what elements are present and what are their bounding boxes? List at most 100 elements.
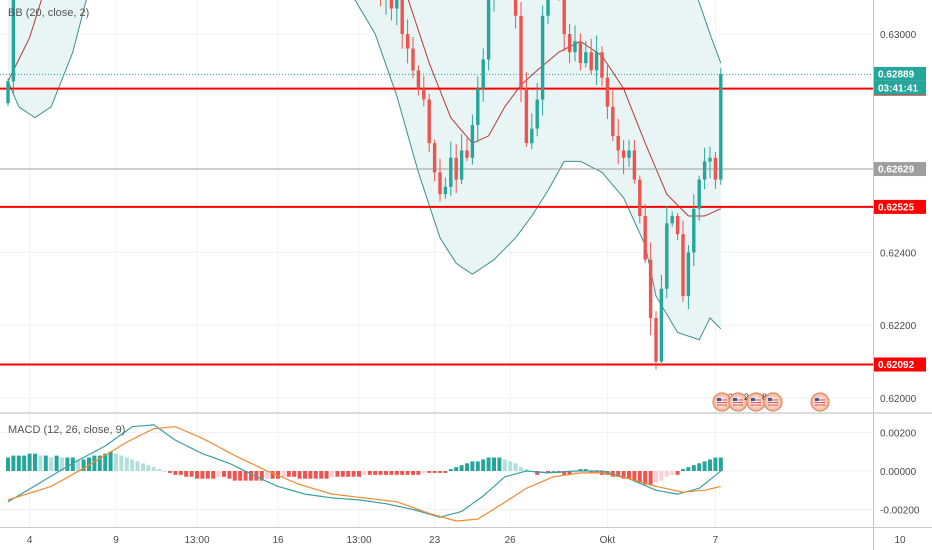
candle[interactable] (513, 0, 518, 29)
candle[interactable] (443, 177, 448, 199)
candle[interactable] (681, 220, 685, 303)
candle[interactable] (540, 5, 545, 116)
candle[interactable] (546, 0, 550, 25)
candle[interactable] (632, 139, 637, 184)
candle[interactable] (416, 65, 421, 96)
time-axis[interactable]: 4 9 13:00 16 13:00 23 26 Okt 7 10 (27, 535, 906, 546)
event-markers[interactable]: 328 (712, 392, 830, 412)
candle[interactable] (11, 0, 16, 95)
candle[interactable] (400, 0, 404, 49)
event-marker-us[interactable]: 2 (728, 392, 749, 412)
candle[interactable] (476, 76, 480, 143)
candle-body (573, 41, 577, 53)
candle-body (438, 172, 442, 195)
candle[interactable] (432, 139, 437, 182)
candle[interactable] (405, 19, 410, 64)
candle[interactable] (670, 211, 674, 227)
candle[interactable] (6, 78, 10, 107)
event-marker-nz[interactable] (763, 392, 783, 412)
candle[interactable] (627, 139, 631, 167)
candle[interactable] (594, 35, 599, 86)
candle[interactable] (562, 0, 566, 52)
candle[interactable] (654, 311, 658, 370)
macd-histogram-bar (254, 471, 259, 481)
badge-label: 0.62092 (878, 360, 915, 371)
candle[interactable] (535, 82, 539, 137)
candle[interactable] (708, 146, 712, 179)
candle-body (589, 52, 593, 71)
event-marker-us[interactable] (810, 392, 830, 412)
candle[interactable] (395, 0, 399, 26)
horizontal-levels[interactable] (0, 0, 873, 366)
candle[interactable] (470, 114, 475, 165)
candle-body (654, 317, 658, 362)
macd-histogram-bar (508, 461, 513, 471)
candle[interactable] (665, 206, 669, 299)
candle[interactable] (384, 0, 387, 15)
candle[interactable] (697, 175, 701, 221)
candle[interactable] (611, 90, 615, 141)
candle[interactable] (659, 274, 664, 367)
candle-body (513, 0, 518, 16)
macd-histogram-bar (340, 471, 345, 477)
badge-label: 0.62889 (878, 69, 915, 80)
candle[interactable] (422, 75, 426, 107)
candle[interactable] (600, 46, 604, 87)
price-axis[interactable]: 0.646000.644000.642000.640000.638000.634… (880, 0, 917, 405)
candle-body (670, 216, 674, 224)
macd-histogram-bar (27, 453, 32, 471)
macd-indicator-title[interactable]: MACD (12, 26, close, 9) (8, 424, 125, 436)
macd-histogram-bar (664, 471, 669, 477)
candle-body (643, 216, 647, 260)
macd-histogram-bar (43, 455, 48, 471)
macd-histogram-bar (81, 459, 86, 471)
candle-body (611, 106, 615, 136)
candle[interactable] (519, 1, 523, 103)
macd-axis[interactable]: 0.00200 0.00000 -0.00200 (880, 429, 920, 517)
candle[interactable] (675, 213, 680, 241)
candle[interactable] (605, 65, 610, 120)
candle[interactable] (438, 158, 442, 202)
candle[interactable] (616, 118, 620, 165)
candles[interactable] (6, 0, 723, 370)
macd-histogram-bar (286, 471, 291, 477)
candle[interactable] (686, 245, 691, 309)
bb-indicator-title[interactable]: BB (20, close, 2) (8, 7, 89, 19)
macd-histogram-bar (492, 457, 496, 471)
macd-histogram-bar (211, 471, 216, 479)
candle[interactable] (589, 38, 593, 75)
candle[interactable] (389, 0, 394, 21)
candle[interactable] (459, 134, 464, 185)
candle-body (692, 208, 696, 253)
macd-panel[interactable] (6, 424, 723, 522)
candle[interactable] (643, 204, 647, 264)
candle[interactable] (573, 25, 577, 62)
candle[interactable] (411, 36, 415, 79)
candle[interactable] (530, 113, 534, 150)
candle[interactable] (584, 40, 588, 68)
candle[interactable] (719, 67, 723, 185)
macd-histogram-bar (330, 471, 334, 477)
candle[interactable] (692, 194, 696, 266)
candle[interactable] (454, 144, 458, 194)
candle[interactable] (465, 138, 469, 162)
candle-body (567, 34, 572, 53)
candle[interactable] (713, 152, 718, 189)
macd-histogram-bar (195, 471, 199, 479)
macd-histogram-bar (394, 471, 399, 475)
candle[interactable] (524, 72, 529, 147)
macd-histogram-bar (421, 471, 426, 473)
candle[interactable] (486, 0, 491, 71)
macd-histogram-bar (38, 455, 43, 471)
badge-label: 03:41:41 (878, 83, 918, 94)
candle[interactable] (567, 23, 572, 64)
candle[interactable] (702, 147, 707, 190)
candle[interactable] (449, 141, 453, 196)
candle[interactable] (427, 93, 431, 153)
candle[interactable] (621, 140, 626, 175)
candle[interactable] (648, 242, 653, 336)
candle[interactable] (578, 33, 583, 71)
candle[interactable] (638, 175, 642, 224)
candle[interactable] (481, 48, 485, 102)
